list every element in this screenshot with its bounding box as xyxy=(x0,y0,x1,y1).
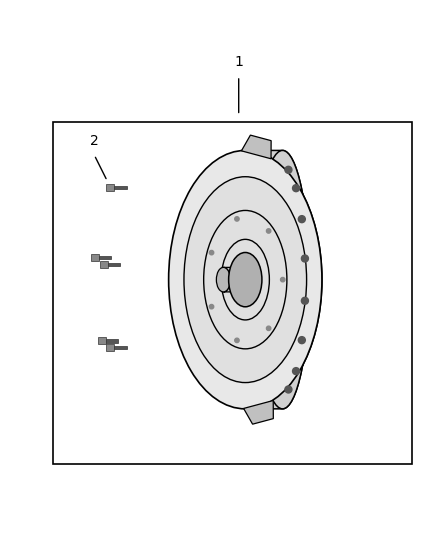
Bar xyxy=(106,339,118,343)
Bar xyxy=(114,186,127,189)
Bar xyxy=(98,337,106,344)
Circle shape xyxy=(298,337,305,344)
Circle shape xyxy=(293,184,300,192)
Circle shape xyxy=(209,251,214,255)
Bar xyxy=(99,256,111,260)
Polygon shape xyxy=(245,150,322,409)
Circle shape xyxy=(209,304,214,309)
Circle shape xyxy=(298,216,305,223)
Bar xyxy=(100,261,108,268)
Circle shape xyxy=(301,255,308,262)
Bar xyxy=(53,122,412,464)
Bar xyxy=(114,346,127,349)
Circle shape xyxy=(293,368,300,375)
Ellipse shape xyxy=(204,211,287,349)
Bar xyxy=(108,263,120,266)
Ellipse shape xyxy=(221,239,269,320)
Ellipse shape xyxy=(169,150,322,409)
Ellipse shape xyxy=(229,253,262,307)
Polygon shape xyxy=(241,135,271,159)
Circle shape xyxy=(285,386,292,393)
Circle shape xyxy=(235,217,239,221)
Bar xyxy=(106,344,114,351)
Ellipse shape xyxy=(184,177,307,383)
Ellipse shape xyxy=(256,150,309,409)
Text: 1: 1 xyxy=(234,55,243,69)
Ellipse shape xyxy=(216,268,230,292)
Circle shape xyxy=(285,166,292,173)
Circle shape xyxy=(301,297,308,304)
Bar xyxy=(91,254,99,261)
Circle shape xyxy=(266,229,271,233)
Circle shape xyxy=(280,278,285,282)
Text: 2: 2 xyxy=(90,134,99,148)
Polygon shape xyxy=(244,400,273,424)
Bar xyxy=(106,184,114,191)
Polygon shape xyxy=(223,268,252,292)
Circle shape xyxy=(266,326,271,330)
Circle shape xyxy=(235,338,239,343)
